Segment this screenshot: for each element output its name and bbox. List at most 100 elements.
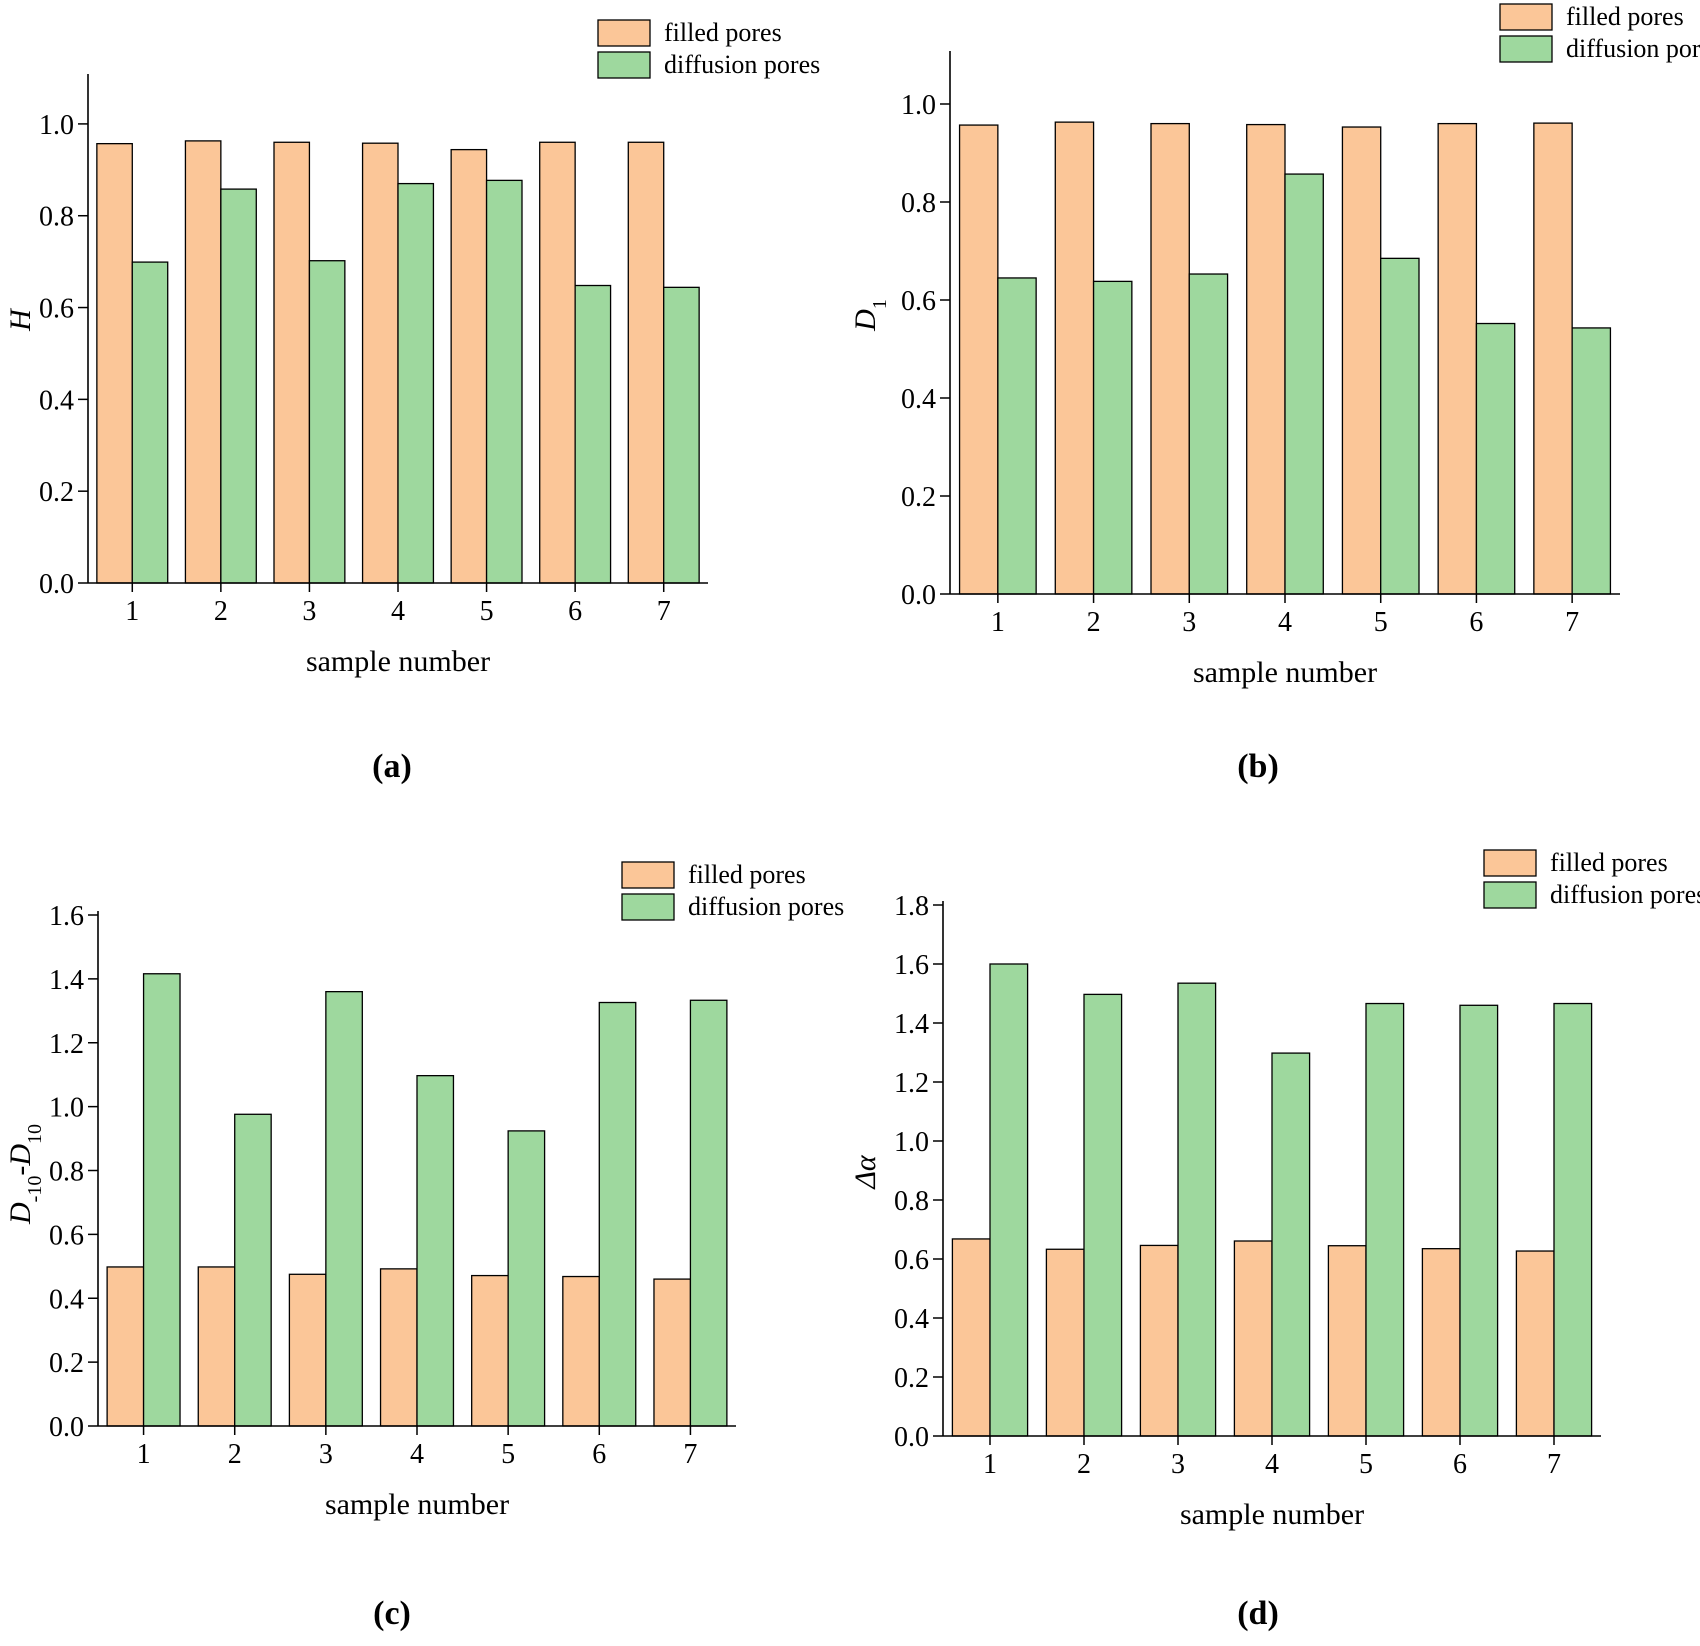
bar-diffusion-pores-4 <box>416 1074 455 1427</box>
x-tick-label: 4 <box>391 596 405 627</box>
y-axis-label: D-10-D10 <box>4 1124 46 1225</box>
bar-diffusion-pores-7 <box>689 999 728 1427</box>
bar-diffusion-pores-7 <box>1553 1002 1593 1437</box>
y-tick-label: 0.0 <box>49 1412 84 1443</box>
legend-label-filled-pores: filled pores <box>688 860 806 889</box>
bar-filled-pores-5 <box>1327 1245 1367 1437</box>
bar-diffusion-pores-6 <box>598 1001 637 1427</box>
bar-filled-pores-7 <box>627 141 665 584</box>
y-tick-label: 0.0 <box>901 580 936 611</box>
x-axis-label: sample number <box>306 645 490 678</box>
panel-b: 0.0 0.2 0.4 0.6 0.8 1.0 1 2 3 4 5 6 7 sample number D1… <box>849 2 1700 785</box>
bar-filled-pores-3 <box>288 1273 327 1427</box>
y-tick-label: 0.2 <box>901 482 936 513</box>
x-tick-label: 6 <box>1469 607 1483 638</box>
bar-filled-pores-3 <box>1139 1244 1179 1437</box>
bar-filled-pores-4 <box>379 1268 418 1427</box>
y-tick-label: 0.8 <box>894 1186 929 1217</box>
bar-filled-pores-4 <box>1246 123 1286 595</box>
panel-a: 0.0 0.2 0.4 0.6 0.8 1.0 1 2 3 4 5 6 7 sample number Hf… <box>4 18 820 785</box>
panel-caption: (d) <box>1237 1595 1279 1632</box>
x-tick-label: 3 <box>1182 607 1196 638</box>
legend-label-diffusion-pores: diffusion pores <box>1566 34 1700 63</box>
legend-swatch-filled-pores <box>1499 3 1553 31</box>
y-axis-label: Δα <box>849 1154 882 1190</box>
bar-filled-pores-6 <box>1437 122 1478 595</box>
bar-diffusion-pores-2 <box>1092 280 1133 595</box>
legend-swatch-diffusion-pores <box>597 51 651 79</box>
y-tick-label: 0.8 <box>901 188 936 219</box>
y-tick-label: 0.0 <box>894 1422 929 1453</box>
y-tick-label: 0.4 <box>894 1304 929 1335</box>
y-tick-label: 0.0 <box>39 569 74 600</box>
legend-swatch-filled-pores <box>621 861 675 889</box>
y-tick-label: 1.4 <box>49 965 84 996</box>
bar-filled-pores-3 <box>1150 122 1190 595</box>
x-tick-label: 7 <box>1565 607 1579 638</box>
bar-diffusion-pores-3 <box>1188 273 1229 595</box>
bar-filled-pores-5 <box>450 148 488 584</box>
bar-filled-pores-3 <box>273 141 311 584</box>
bar-filled-pores-7 <box>1515 1250 1555 1437</box>
legend-label-filled-pores: filled pores <box>1566 2 1684 31</box>
bar-diffusion-pores-3 <box>1177 982 1217 1437</box>
bar-filled-pores-5 <box>1341 126 1382 595</box>
y-tick-label: 0.6 <box>901 286 936 317</box>
bar-diffusion-pores-7 <box>663 286 700 584</box>
bar-diffusion-pores-1 <box>131 261 169 584</box>
bar-diffusion-pores-4 <box>397 182 435 584</box>
x-tick-label: 3 <box>1171 1449 1185 1480</box>
x-tick-label: 2 <box>1077 1449 1091 1480</box>
x-tick-label: 5 <box>501 1439 515 1470</box>
y-tick-label: 0.2 <box>894 1363 929 1394</box>
x-tick-label: 5 <box>1359 1449 1373 1480</box>
y-tick-label: 0.4 <box>49 1284 84 1315</box>
legend-swatch-filled-pores <box>597 19 651 47</box>
bar-diffusion-pores-2 <box>220 188 257 584</box>
y-tick-label: 0.2 <box>49 1348 84 1379</box>
bar-diffusion-pores-5 <box>1380 257 1420 595</box>
bar-filled-pores-7 <box>1533 122 1573 595</box>
bar-diffusion-pores-6 <box>1475 322 1516 595</box>
y-axis-label: H <box>4 307 37 332</box>
x-axis-label: sample number <box>325 1488 509 1521</box>
bar-diffusion-pores-4 <box>1284 173 1324 595</box>
x-tick-label: 2 <box>214 596 228 627</box>
y-tick-label: 0.6 <box>894 1245 929 1276</box>
y-tick-label: 0.6 <box>39 294 74 325</box>
bar-filled-pores-6 <box>562 1275 600 1427</box>
legend-label-diffusion-pores: diffusion pores <box>664 50 820 79</box>
x-tick-label: 6 <box>592 1439 606 1470</box>
legend-swatch-filled-pores <box>1483 849 1537 877</box>
x-tick-label: 4 <box>1265 1449 1279 1480</box>
bar-filled-pores-6 <box>1421 1248 1461 1437</box>
y-tick-label: 1.6 <box>49 901 84 932</box>
y-tick-label: 0.8 <box>39 202 74 233</box>
bar-diffusion-pores-1 <box>142 973 181 1427</box>
legend-label-filled-pores: filled pores <box>664 18 782 47</box>
x-tick-label: 1 <box>983 1449 997 1480</box>
bar-diffusion-pores-1 <box>997 277 1037 595</box>
x-tick-label: 7 <box>657 596 671 627</box>
x-tick-label: 6 <box>1453 1449 1467 1480</box>
bar-filled-pores-1 <box>958 124 999 595</box>
x-tick-label: 3 <box>319 1439 333 1470</box>
y-tick-label: 1.8 <box>894 891 929 922</box>
y-tick-label: 1.2 <box>49 1029 84 1060</box>
y-axis-label: D1 <box>849 299 891 332</box>
y-tick-label: 1.0 <box>901 90 936 121</box>
bar-filled-pores-2 <box>1054 121 1095 595</box>
x-axis-label: sample number <box>1180 1498 1364 1531</box>
bar-diffusion-pores-6 <box>1459 1004 1499 1437</box>
bar-filled-pores-5 <box>471 1274 509 1427</box>
bar-filled-pores-2 <box>1045 1248 1085 1437</box>
x-tick-label: 6 <box>568 596 582 627</box>
bar-diffusion-pores-2 <box>1083 993 1123 1437</box>
x-tick-label: 7 <box>683 1439 697 1470</box>
bar-diffusion-pores-5 <box>1365 1002 1405 1437</box>
y-tick-label: 0.8 <box>49 1157 84 1188</box>
y-tick-label: 0.4 <box>901 384 936 415</box>
legend-label-diffusion-pores: diffusion pores <box>1550 880 1700 909</box>
bar-filled-pores-2 <box>197 1266 236 1427</box>
